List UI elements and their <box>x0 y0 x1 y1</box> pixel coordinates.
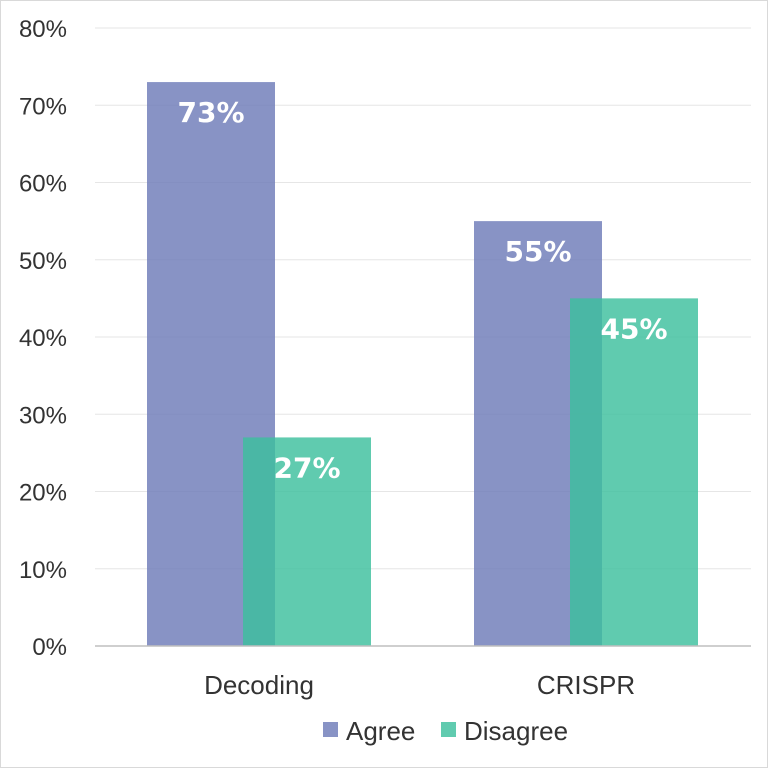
y-tick-label: 40% <box>19 325 67 352</box>
legend-label: Agree <box>346 716 415 746</box>
x-category-label: CRISPR <box>537 670 635 700</box>
y-tick-label: 50% <box>19 248 67 275</box>
y-tick-label: 0% <box>32 634 67 661</box>
legend-item-disagree: Disagree <box>441 716 568 746</box>
y-tick-label: 60% <box>19 171 67 198</box>
x-axis-categories: Decoding CRISPR <box>204 670 635 700</box>
legend-swatch <box>323 722 338 737</box>
data-labels: 73% 55% 27% 45% <box>177 96 667 484</box>
y-axis-ticks: 0% 10% 20% 30% 40% 50% 60% 70% 80% <box>19 16 67 661</box>
y-tick-label: 20% <box>19 480 67 507</box>
legend: Agree Disagree <box>323 716 568 746</box>
y-tick-label: 80% <box>19 16 67 43</box>
bar-disagree-crispr <box>570 298 698 646</box>
data-label: 73% <box>177 96 244 129</box>
data-label: 27% <box>273 451 340 484</box>
bar-disagree-decoding <box>243 437 371 646</box>
legend-swatch <box>441 722 456 737</box>
x-category-label: Decoding <box>204 670 314 700</box>
bars <box>147 82 698 646</box>
y-tick-label: 70% <box>19 93 67 120</box>
data-label: 45% <box>600 312 667 345</box>
legend-label: Disagree <box>464 716 568 746</box>
data-label: 55% <box>504 235 571 268</box>
y-tick-label: 30% <box>19 402 67 429</box>
legend-item-agree: Agree <box>323 716 415 746</box>
y-tick-label: 10% <box>19 557 67 584</box>
